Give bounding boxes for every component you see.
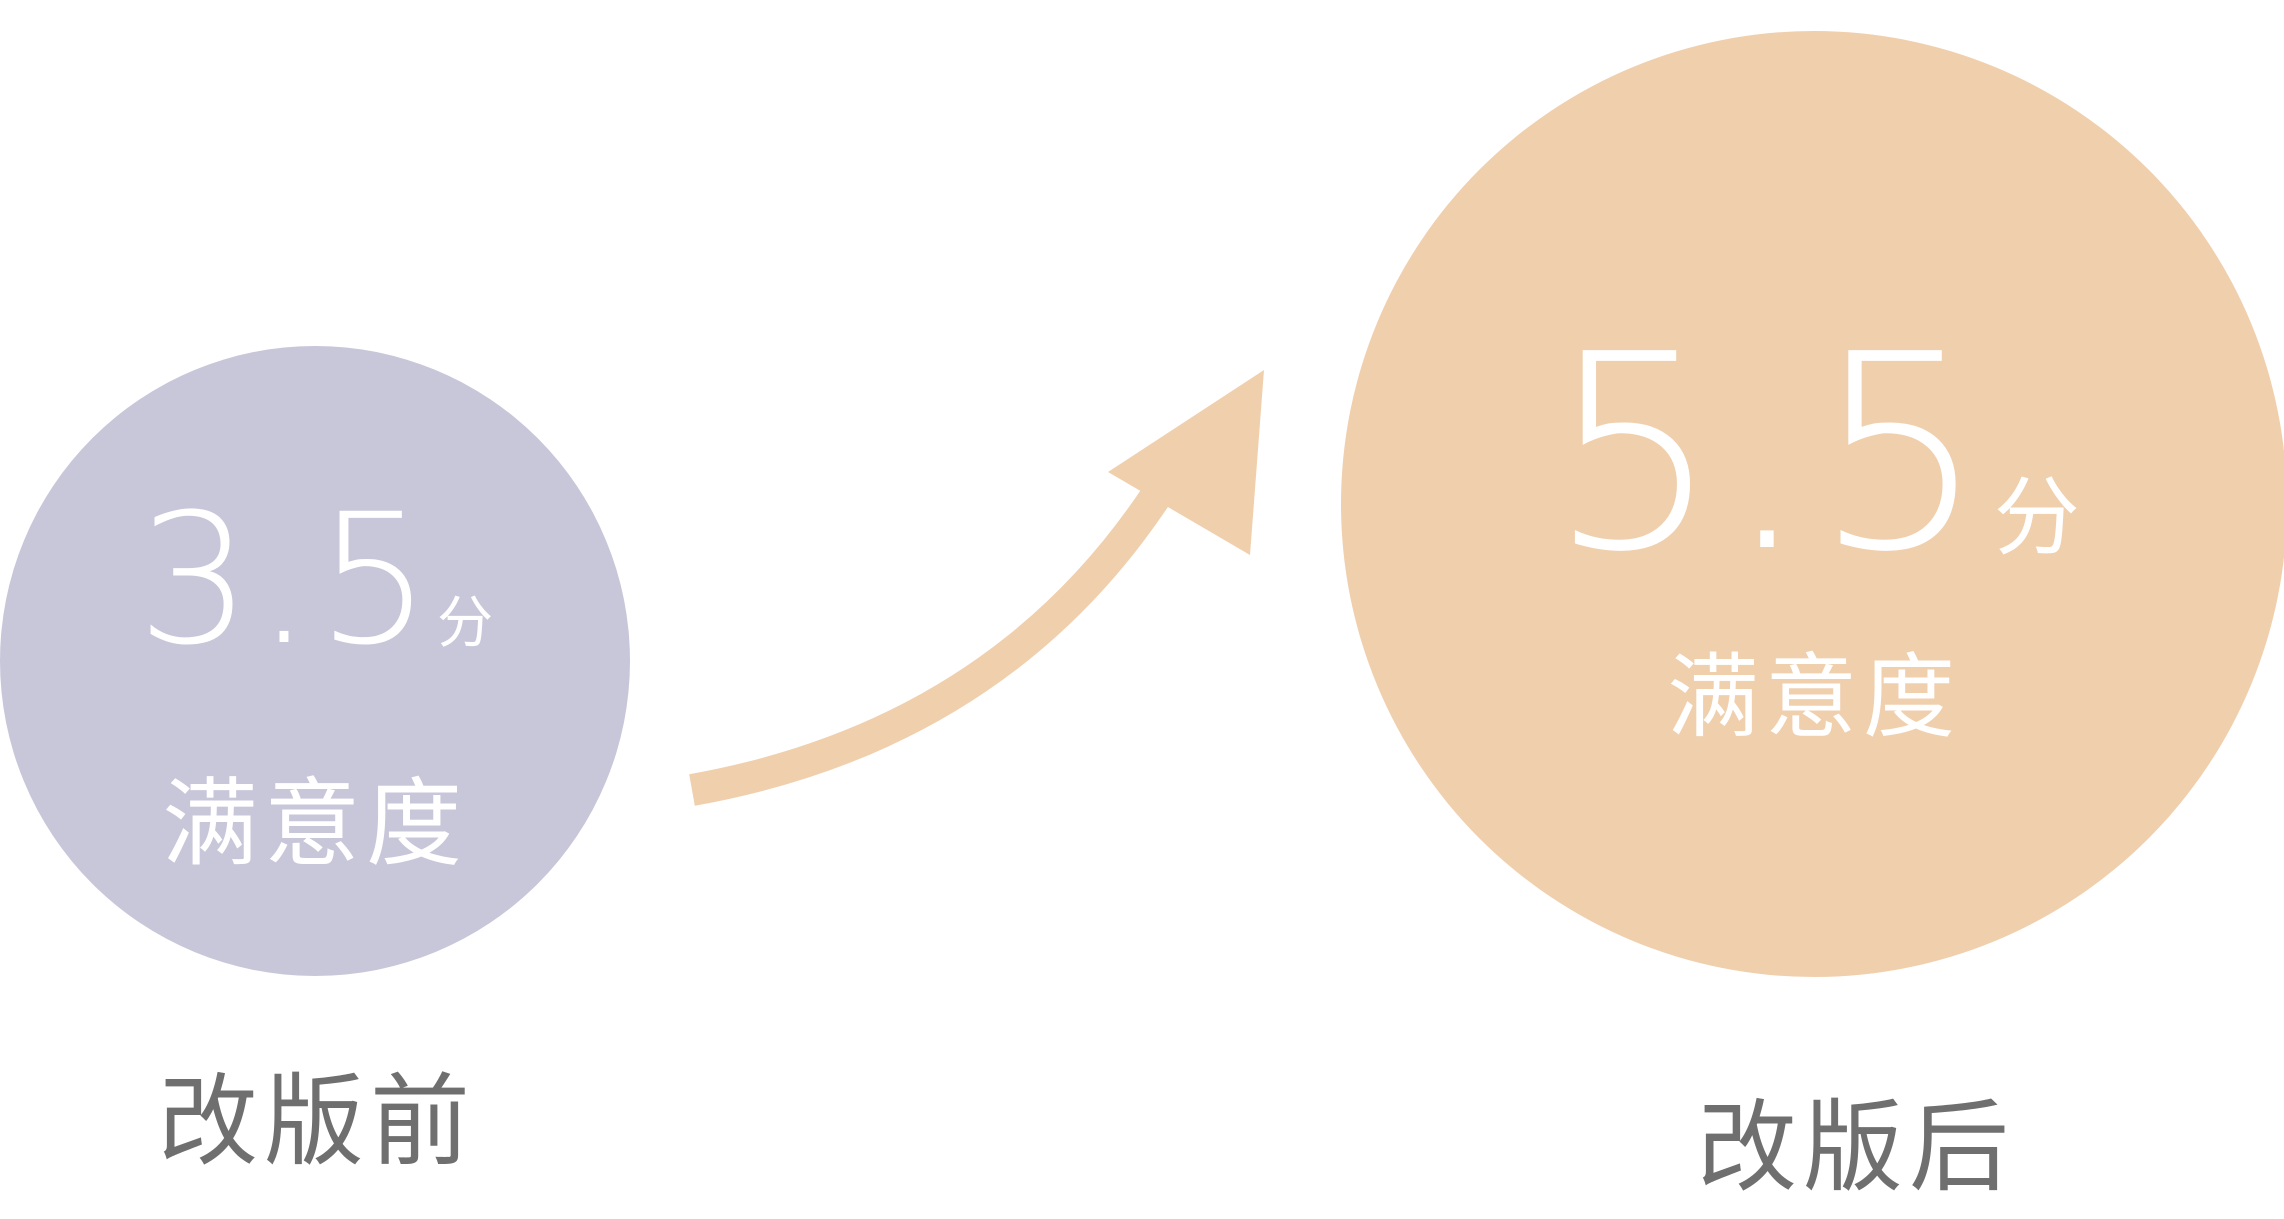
- after-metric-label: 满意度: [1666, 644, 1961, 751]
- before-caption: 改版前: [158, 1063, 476, 1180]
- before-score-unit: 分: [437, 591, 494, 656]
- arrow-shaft: [689, 481, 1174, 806]
- after-score-unit: 分: [1993, 468, 2080, 568]
- after-caption: 改版后: [1697, 1089, 2015, 1206]
- before-score-bubble: 3.5分 满意度: [0, 346, 630, 976]
- after-score: 5.5分: [1341, 296, 2284, 611]
- arrow-up-right-icon: [1108, 370, 1264, 555]
- before-metric-label: 满意度: [162, 768, 468, 880]
- after-score-value: 5.5: [1548, 296, 1990, 611]
- after-score-bubble: 5.5分 满意度: [1341, 31, 2284, 977]
- before-score-value: 3.5: [136, 476, 436, 685]
- before-score: 3.5分: [0, 476, 630, 685]
